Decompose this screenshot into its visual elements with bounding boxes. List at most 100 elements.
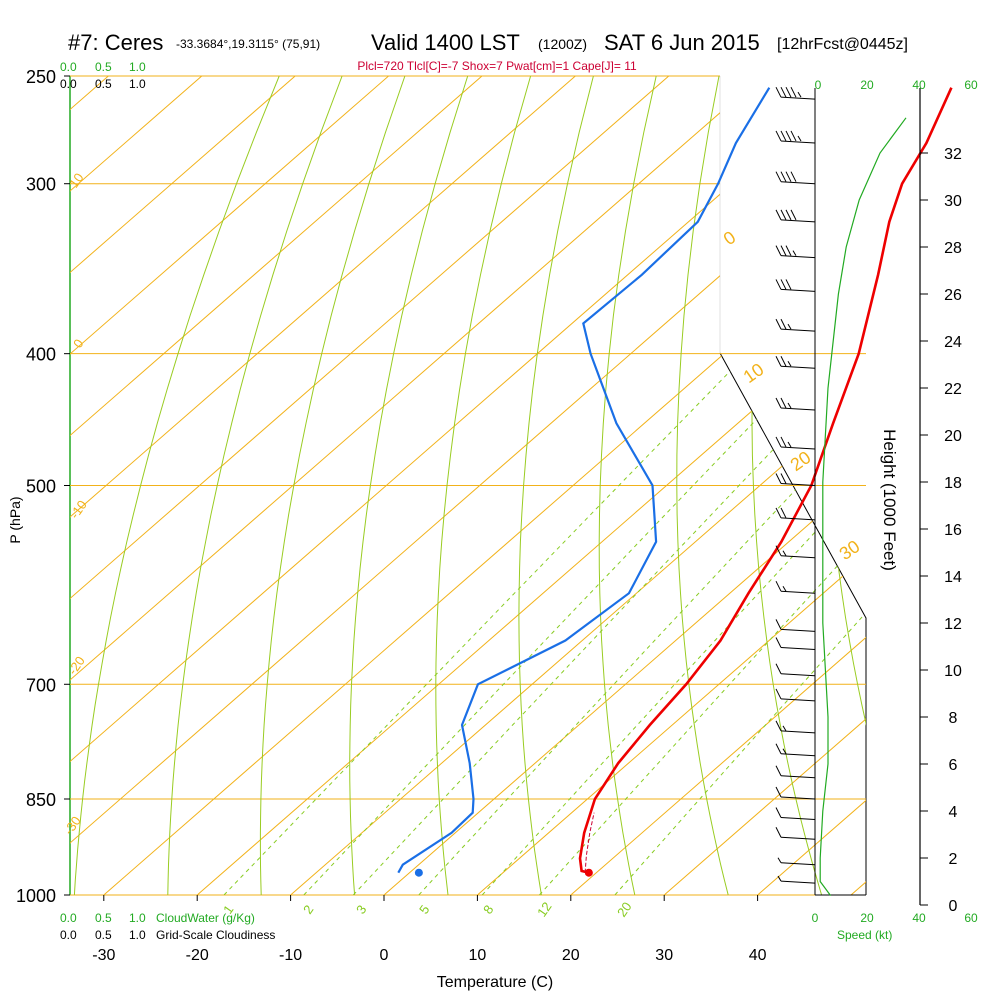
height-tick-label: 0 <box>949 898 958 915</box>
wind-barb <box>775 245 816 259</box>
wind-barb-flag <box>775 545 782 556</box>
wind-barb-flag <box>785 130 792 142</box>
wind-barb <box>775 688 816 702</box>
speed-tick-label-top: 60 <box>964 78 978 92</box>
wind-barb-flag <box>785 209 792 221</box>
cloudwater-scale-top-1: 0.5 <box>95 60 112 74</box>
wind-barb-half-flag <box>782 550 787 556</box>
mixing-ratio-line <box>352 353 865 895</box>
pressure-ticks: 250 300 400 500 700 850 1000 <box>16 67 70 906</box>
wind-barb-half-flag <box>797 135 802 142</box>
wind-barb-flag <box>790 171 797 182</box>
wind-barb-flag <box>790 209 797 221</box>
height-tick-label: 30 <box>944 193 962 210</box>
height-tick-label: 24 <box>944 334 962 351</box>
wind-barb-half-flag <box>797 91 802 98</box>
wind-barb-flag <box>780 436 787 448</box>
wind-barb <box>775 743 816 757</box>
cloudwater-scale-bottom-2: 1.0 <box>129 911 146 925</box>
wind-barb-half-flag <box>777 875 782 882</box>
wind-barb-staff <box>780 775 816 779</box>
cloudwater-scale-top-2: 1.0 <box>129 60 146 74</box>
dry-adiabat-line <box>598 76 657 895</box>
isotherm-label: 10 <box>740 359 768 387</box>
dry-adiabat-line <box>518 76 594 895</box>
station-coords: -33.3684°,19.3115° (75,91) <box>176 37 320 51</box>
wind-barb-half-flag <box>792 250 797 256</box>
mixing-ratio-label: 20 <box>614 899 635 919</box>
wind-barb <box>777 857 816 866</box>
speed-tick-label-top: 20 <box>860 78 874 92</box>
cloudwater-label: CloudWater (g/Kg) <box>156 911 255 925</box>
wind-barb <box>775 619 816 632</box>
wind-barb-flag <box>780 356 787 367</box>
wind-barb-flag <box>775 807 782 818</box>
wind-barb-flag <box>775 637 782 648</box>
dewpoint-line <box>397 87 771 874</box>
wind-barb <box>775 279 816 292</box>
cloudwater-scale-bottom-1: 0.5 <box>95 911 112 925</box>
wind-barb <box>775 580 816 594</box>
wind-barb <box>775 545 816 559</box>
dry-adiabat-line <box>167 76 343 895</box>
mixing-ratio-line <box>303 353 821 895</box>
wind-barb-flag <box>775 209 782 221</box>
isotherm-line <box>570 76 866 895</box>
wind-barb-staff <box>780 862 816 866</box>
wind-barb-flag <box>775 356 782 367</box>
speed-tick-label-top: 40 <box>912 78 926 92</box>
pressure-tick-label: 700 <box>26 675 56 695</box>
x-tick-label: 30 <box>655 947 673 964</box>
wind-barb-staff <box>780 96 816 100</box>
wind-barb <box>775 786 816 800</box>
isobar-lines <box>70 75 866 896</box>
height-tick-label: 26 <box>944 287 962 304</box>
pressure-tick-label: 500 <box>26 477 56 497</box>
isotherm-line <box>850 76 866 895</box>
wind-barb-staff <box>780 328 816 332</box>
wind-barb-flag <box>785 245 792 256</box>
wind-barb-staff <box>780 673 816 677</box>
wind-barb-flag <box>790 86 797 98</box>
wind-barb-staff <box>780 555 816 559</box>
isotherm-label: 0 <box>720 227 740 249</box>
wind-barb-staff <box>780 628 816 632</box>
dry-adiabat-line <box>435 76 532 895</box>
temperature-ticks: -30 -20 -10 0 10 20 30 40 <box>92 895 767 964</box>
wind-barb-staff <box>780 730 816 734</box>
cloudiness-scale-bottom-0: 0.0 <box>60 928 77 942</box>
wind-barb-staff <box>780 181 816 185</box>
wind-barb-staff <box>780 140 816 144</box>
wind-barb <box>777 875 816 884</box>
height-tick-label: 22 <box>944 381 962 398</box>
wind-barb-flag <box>775 663 782 675</box>
wind-barb <box>775 397 816 411</box>
height-tick-label: 12 <box>944 616 962 633</box>
wind-barb-staff <box>780 647 816 651</box>
cloudiness-scale-bottom-1: 0.5 <box>95 928 112 942</box>
pressure-tick-label: 300 <box>26 175 56 195</box>
wind-barb-staff <box>780 796 816 800</box>
wind-barb-staff <box>780 407 816 411</box>
wind-barb-flag <box>780 397 787 409</box>
isotherm-line <box>70 76 296 895</box>
mixing-ratio-line <box>223 353 748 895</box>
isotherm-line <box>70 76 763 895</box>
wind-barb-staff <box>780 517 816 521</box>
mixing-ratio-line <box>614 353 866 895</box>
cloudwater-scale-bottom-0: 0.0 <box>60 911 77 925</box>
height-tick-label: 14 <box>944 569 962 586</box>
wind-barb-flag <box>775 765 782 776</box>
x-tick-label: 10 <box>469 947 487 964</box>
height-tick-label: 2 <box>949 851 958 868</box>
station-title: #7: Ceres <box>68 30 163 55</box>
isotherm-line <box>70 76 389 895</box>
x-axis-label: Temperature (C) <box>437 974 553 991</box>
pressure-tick-label: 250 <box>26 67 56 87</box>
wind-barb <box>775 473 816 486</box>
wind-barb <box>775 318 816 332</box>
valid-time: Valid 1400 LST <box>371 30 520 55</box>
height-tick-label: 8 <box>949 710 958 727</box>
